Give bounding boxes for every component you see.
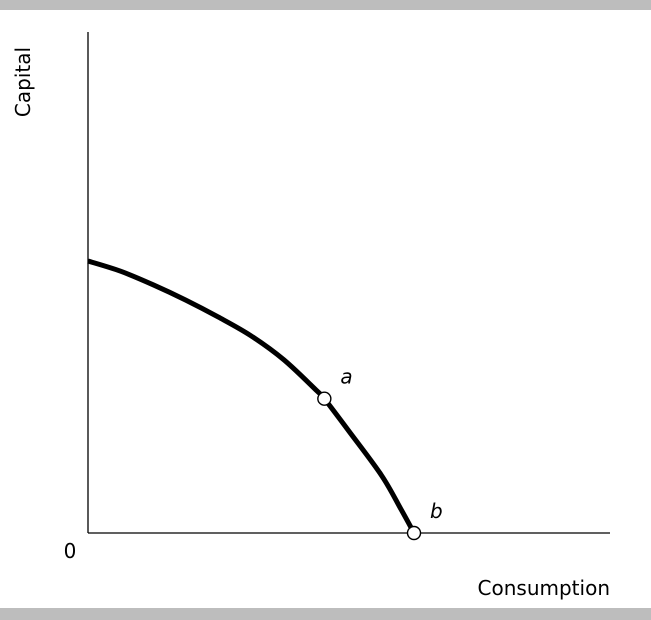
point-a-label: a xyxy=(340,365,352,389)
origin-label: 0 xyxy=(64,539,77,563)
point-b-marker xyxy=(406,525,422,541)
point-b-label: b xyxy=(430,499,443,523)
bottom-frame-bar xyxy=(0,608,651,620)
point-a-marker xyxy=(317,391,332,406)
top-frame-bar xyxy=(0,0,651,10)
y-axis-label: Capital xyxy=(11,47,35,117)
series-layer xyxy=(87,258,417,535)
points-layer: ab xyxy=(317,365,443,541)
x-axis-label: Consumption xyxy=(478,576,610,600)
ppf-curve xyxy=(87,258,417,535)
